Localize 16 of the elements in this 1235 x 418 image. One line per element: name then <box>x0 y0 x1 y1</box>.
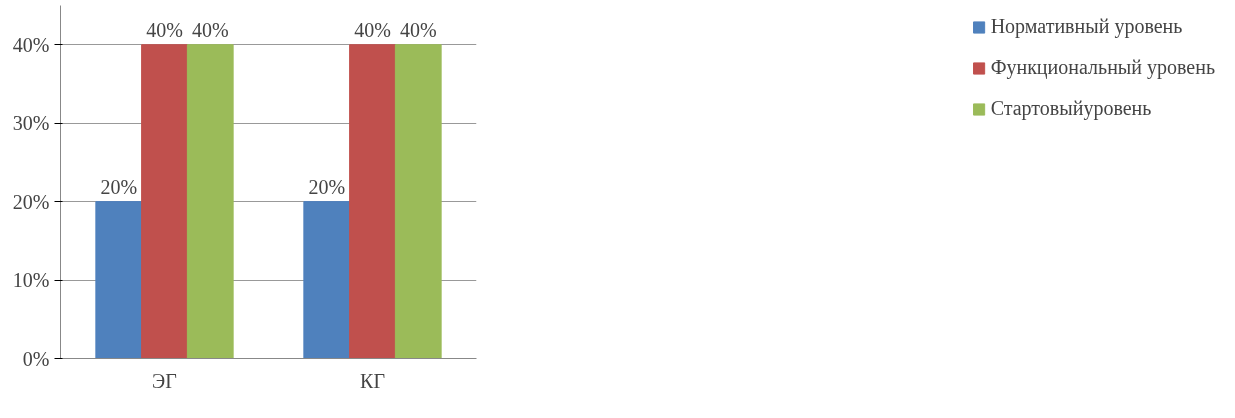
y-tick-label: 40% <box>12 33 50 56</box>
data-label: 40% <box>354 18 391 41</box>
data-label: 40% <box>146 18 183 41</box>
x-tick-label: ЭГ <box>152 369 177 392</box>
y-tick-label: 20% <box>12 190 50 213</box>
data-label: 40% <box>191 18 229 41</box>
x-tick-label: КГ <box>360 369 385 392</box>
data-label: 40% <box>399 18 437 41</box>
legend-label: Нормативный уровень <box>990 15 1183 38</box>
y-tick-label: 30% <box>12 112 50 135</box>
legend-label: Функциональный уровень <box>990 56 1215 79</box>
data-label: 20% <box>100 175 138 198</box>
legend-label: Стартовыйуровень <box>990 97 1152 120</box>
y-tick-label: 10% <box>12 269 50 292</box>
data-label: 20% <box>308 175 346 198</box>
y-tick-label: 0% <box>22 347 50 370</box>
